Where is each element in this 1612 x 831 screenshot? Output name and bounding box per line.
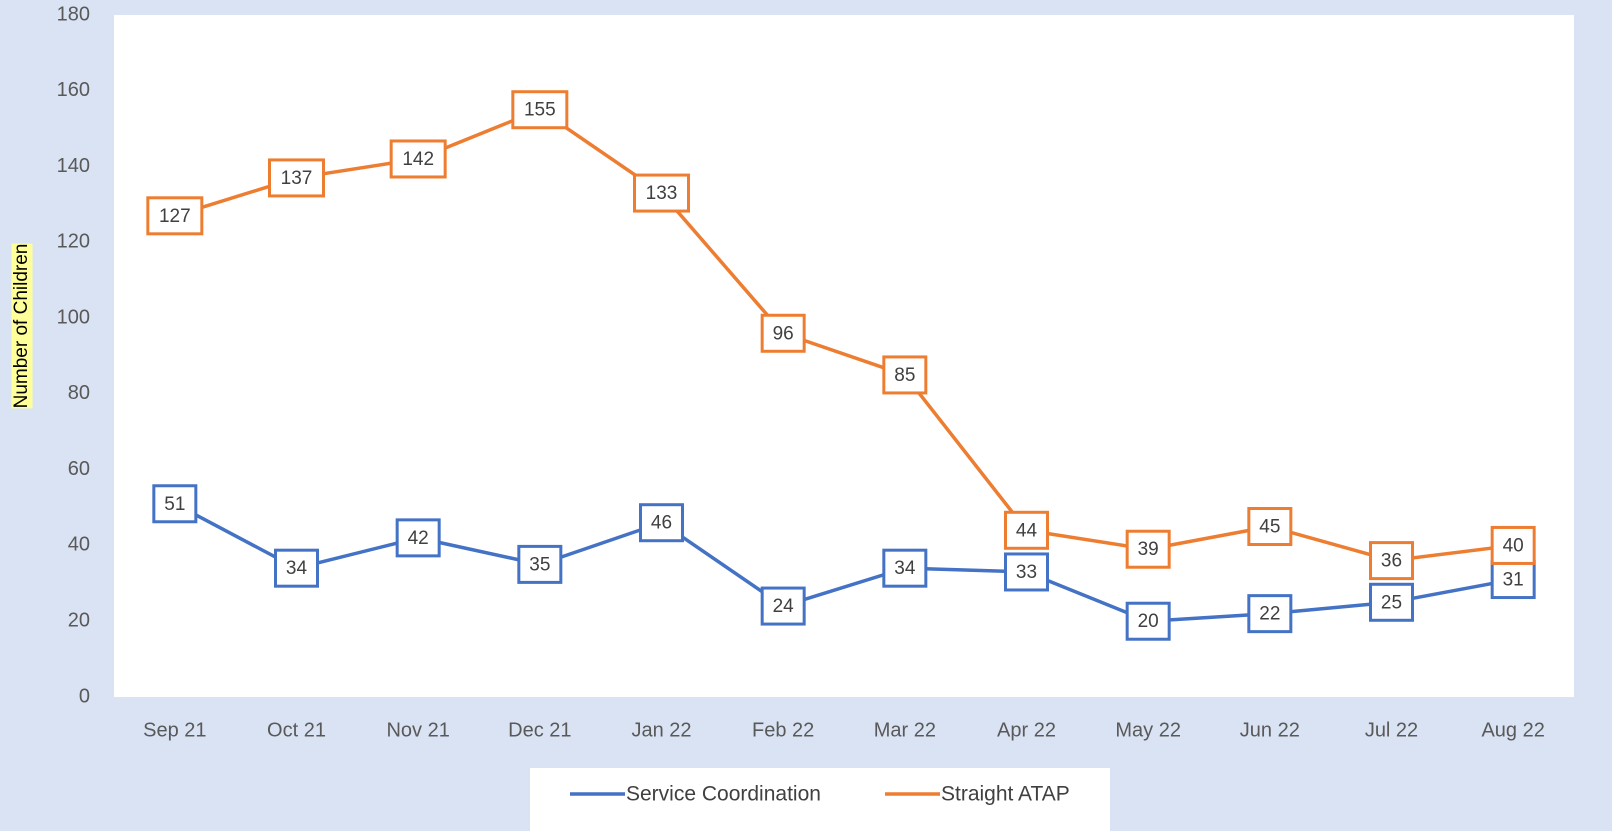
x-tick-label: May 22 xyxy=(1115,719,1181,741)
data-label-box xyxy=(760,586,806,626)
data-label: 46 xyxy=(651,513,672,534)
x-tick-label: Jan 22 xyxy=(631,719,691,741)
data-label: 133 xyxy=(646,183,678,204)
y-tick-label: 160 xyxy=(57,79,90,101)
x-tick-label: Sep 21 xyxy=(143,719,206,741)
y-tick-label: 100 xyxy=(57,306,90,328)
data-label: 127 xyxy=(159,206,191,227)
x-tick-label: Feb 22 xyxy=(752,719,814,741)
data-label: 142 xyxy=(402,149,434,170)
data-label: 96 xyxy=(773,323,794,344)
data-label: 155 xyxy=(524,100,556,121)
data-label-box xyxy=(1247,594,1293,634)
data-label: 31 xyxy=(1503,570,1524,591)
data-label-box xyxy=(1247,507,1293,546)
y-tick-label: 60 xyxy=(68,458,90,480)
x-tick-label: Oct 21 xyxy=(267,719,326,741)
data-label-box xyxy=(1490,525,1536,565)
y-label-highlight xyxy=(11,243,33,409)
x-tick-label: Apr 22 xyxy=(997,719,1056,741)
x-tick-label: Jul 22 xyxy=(1365,719,1418,741)
data-label-box xyxy=(760,313,806,353)
data-label-box xyxy=(395,518,441,558)
data-label: 24 xyxy=(773,596,795,617)
y-tick-label: 0 xyxy=(79,685,90,707)
data-label: 44 xyxy=(1016,520,1038,541)
data-label-box xyxy=(1369,582,1414,622)
data-label: 40 xyxy=(1503,535,1524,556)
data-label-box xyxy=(1125,529,1171,569)
data-label-box xyxy=(1369,541,1414,581)
data-label: 39 xyxy=(1138,539,1159,560)
data-label: 20 xyxy=(1138,611,1159,632)
data-label: 85 xyxy=(894,365,915,386)
data-label: 42 xyxy=(408,528,429,549)
y-tick-label: 140 xyxy=(57,155,90,177)
y-tick-label: 40 xyxy=(68,534,90,556)
plot-area xyxy=(114,15,1574,697)
data-label-box xyxy=(517,544,563,584)
legend-box xyxy=(530,768,1110,831)
data-label-box xyxy=(389,139,447,179)
data-label: 45 xyxy=(1259,517,1280,538)
x-tick-label: Aug 22 xyxy=(1481,719,1544,741)
x-tick-label: Mar 22 xyxy=(874,719,936,741)
data-label: 25 xyxy=(1381,592,1402,613)
legend-label: Service Coordination xyxy=(626,783,821,806)
data-label: 36 xyxy=(1381,551,1402,572)
data-label-box xyxy=(633,173,690,213)
data-label-box xyxy=(882,355,928,395)
data-label-box xyxy=(1004,552,1049,592)
y-tick-label: 180 xyxy=(57,3,90,25)
data-label-box xyxy=(274,548,319,588)
data-label-box xyxy=(1125,601,1171,641)
data-label: 34 xyxy=(894,558,916,579)
data-label-box xyxy=(1004,510,1049,550)
data-label: 137 xyxy=(281,168,313,189)
data-label-box xyxy=(146,196,204,236)
x-tick-label: Jun 22 xyxy=(1240,719,1300,741)
data-label: 35 xyxy=(529,554,550,575)
y-tick-label: 120 xyxy=(57,231,90,253)
data-label: 33 xyxy=(1016,562,1037,583)
data-label: 51 xyxy=(164,494,185,515)
x-tick-label: Dec 21 xyxy=(508,719,571,741)
data-label-box xyxy=(268,158,325,198)
data-label: 22 xyxy=(1259,604,1280,625)
y-tick-label: 20 xyxy=(68,610,90,632)
data-label-box xyxy=(511,90,569,130)
data-label-box xyxy=(152,484,198,524)
y-axis-label: Number of Children xyxy=(11,244,32,409)
data-label: 34 xyxy=(286,558,308,579)
legend-label: Straight ATAP xyxy=(941,783,1070,806)
data-label-box xyxy=(882,548,928,588)
x-tick-label: Nov 21 xyxy=(386,719,449,741)
y-tick-label: 80 xyxy=(68,382,90,404)
data-label-box xyxy=(639,503,684,543)
